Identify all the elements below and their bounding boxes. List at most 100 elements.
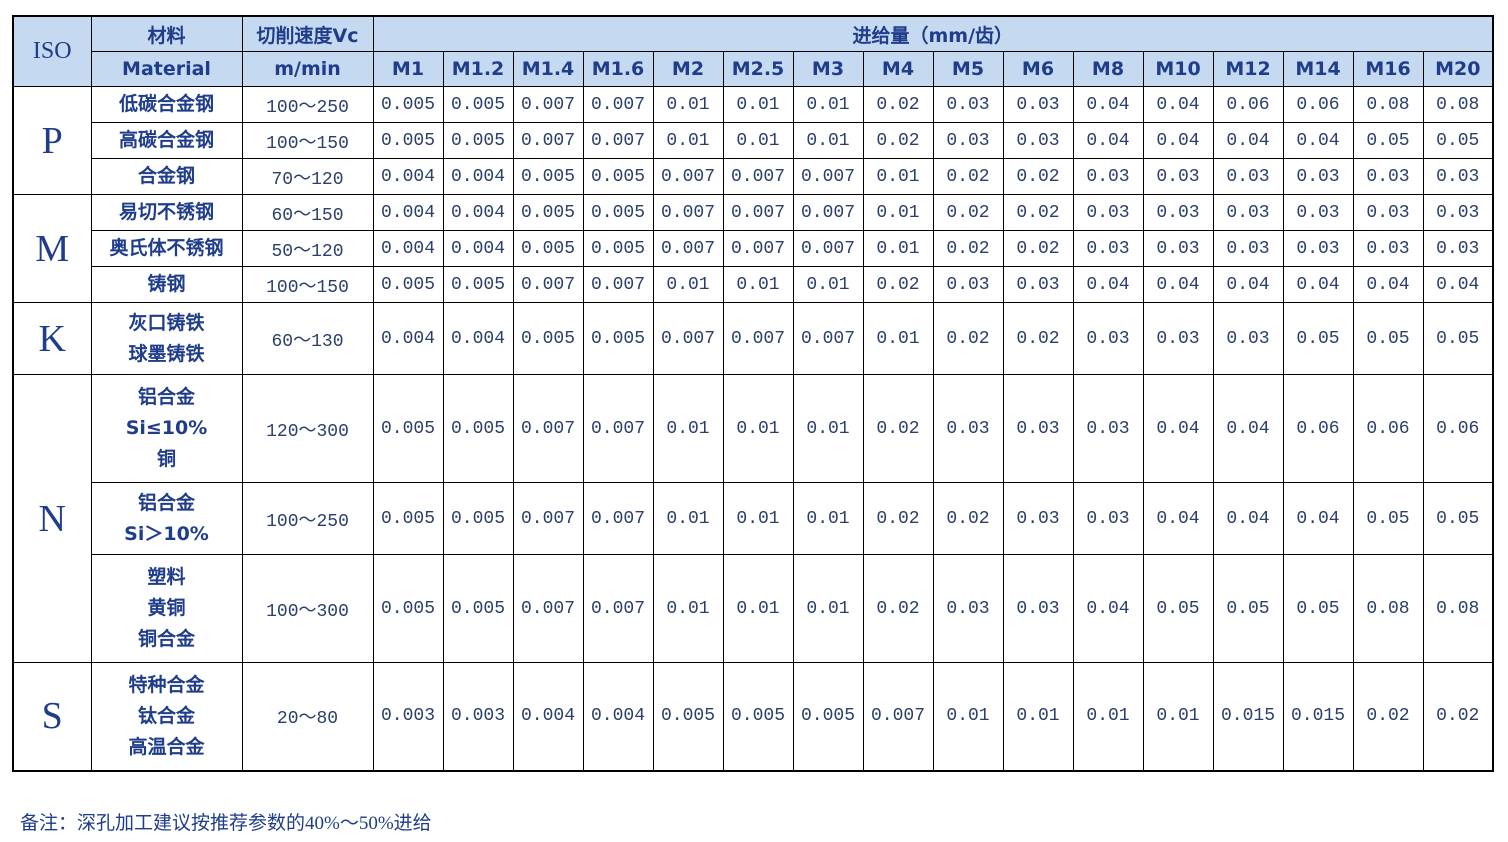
- header-row: ISO 材料 切削速度Vc 进给量（mm/齿）: [12, 15, 1494, 87]
- feed-cell: 0.01: [792, 482, 864, 555]
- feed-cell: 0.03: [1002, 554, 1074, 663]
- feed-cell: 0.007: [722, 158, 794, 195]
- feed-cell: 0.007: [792, 302, 864, 375]
- material-line: 铝合金: [137, 491, 195, 514]
- material-line: 铝合金: [137, 386, 195, 408]
- feed-cell: 0.004: [442, 158, 514, 195]
- feed-cell: 0.04: [1142, 266, 1214, 303]
- feed-cell: 0.02: [862, 482, 934, 555]
- header-cell: Material: [90, 51, 243, 87]
- feed-cell: 0.05: [1352, 482, 1424, 555]
- feed-cell: 0.04: [1072, 86, 1144, 123]
- speed-cell: 60～130: [241, 302, 374, 375]
- feed-cell: 0.02: [1422, 662, 1494, 771]
- header-cell: ISO: [12, 15, 92, 87]
- feed-cell: 0.005: [512, 158, 584, 195]
- header-cell: M10: [1142, 51, 1214, 87]
- feed-cell: 0.007: [652, 302, 724, 375]
- feed-cell: 0.007: [512, 266, 584, 303]
- feed-cell: 0.03: [1282, 230, 1354, 267]
- feed-cell: 0.03: [1002, 122, 1074, 159]
- feed-cell: 0.05: [1422, 482, 1494, 555]
- feed-cell: 0.03: [1212, 230, 1284, 267]
- feed-cell: 0.08: [1352, 554, 1424, 663]
- feed-cell: 0.02: [932, 302, 1004, 375]
- header-cell: M16: [1352, 51, 1424, 87]
- feed-cell: 0.004: [442, 230, 514, 267]
- feed-cell: 0.007: [722, 302, 794, 375]
- header-cell: M5: [932, 51, 1004, 87]
- feed-cell: 0.04: [1072, 266, 1144, 303]
- material-line: Si≤10%: [125, 417, 208, 439]
- header-cell: M8: [1072, 51, 1144, 87]
- feed-cell: 0.03: [1072, 302, 1144, 375]
- material-cell: 铸钢: [90, 266, 243, 303]
- speed-cell: 100～150: [241, 266, 374, 303]
- header-cell: M1.4: [512, 51, 584, 87]
- material-line: 灰口铸铁: [128, 311, 205, 334]
- feed-cell: 0.04: [1282, 122, 1354, 159]
- feed-cell: 0.06: [1212, 86, 1284, 123]
- material-line: 高碳合金钢: [118, 129, 214, 151]
- feed-cell: 0.02: [932, 482, 1004, 555]
- feed-cell: 0.007: [862, 662, 934, 771]
- feed-cell: 0.03: [1142, 230, 1214, 267]
- feed-cell: 0.03: [1422, 158, 1494, 195]
- material-cell: 铝合金 Si＞10%: [90, 482, 243, 555]
- feed-cell: 0.01: [1072, 662, 1144, 771]
- feed-cell: 0.04: [1282, 266, 1354, 303]
- feed-cell: 0.01: [652, 122, 724, 159]
- material-line: 合金钢: [137, 165, 195, 187]
- feed-cell: 0.005: [582, 230, 654, 267]
- material-line: 球墨铸铁: [128, 342, 205, 365]
- feed-cell: 0.01: [792, 266, 864, 303]
- feed-cell: 0.005: [372, 554, 444, 663]
- feed-cell: 0.03: [1142, 194, 1214, 231]
- feed-cell: 0.01: [652, 482, 724, 555]
- feed-cell: 0.03: [1422, 230, 1494, 267]
- feed-cell: 0.03: [1212, 302, 1284, 375]
- header-cell: M4: [862, 51, 934, 87]
- header-cell: M2.5: [722, 51, 794, 87]
- feed-cell: 0.005: [512, 302, 584, 375]
- feed-cell: 0.01: [722, 554, 794, 663]
- feed-cell: 0.01: [862, 302, 934, 375]
- feed-cell: 0.04: [1142, 122, 1214, 159]
- feed-cell: 0.005: [442, 266, 514, 303]
- feed-cell: 0.007: [582, 266, 654, 303]
- feed-cell: 0.007: [722, 230, 794, 267]
- feed-cell: 0.04: [1142, 86, 1214, 123]
- speed-cell: 120～300: [241, 374, 374, 483]
- feed-cell: 0.005: [372, 266, 444, 303]
- feed-cell: 0.01: [792, 374, 864, 483]
- material-cell: 奥氏体不锈钢: [90, 230, 243, 267]
- feed-cell: 0.005: [442, 374, 514, 483]
- feed-cell: 0.02: [862, 554, 934, 663]
- feed-cell: 0.03: [1072, 230, 1144, 267]
- material-line: 特种合金: [128, 673, 205, 696]
- data-row: 铝合金 Si＞10% 100～250 0.005 0.005 0.007 0.007 0.01…: [13, 482, 1494, 555]
- feed-cell: 0.007: [512, 86, 584, 123]
- feed-cell: 0.02: [862, 266, 934, 303]
- feed-cell: 0.005: [372, 86, 444, 123]
- feed-cell: 0.03: [1072, 374, 1144, 483]
- feed-cell: 0.01: [792, 86, 864, 123]
- data-row: K 灰口铸铁 球墨铸铁 60～130 0.004 0.004 0.005 0.005 0.007…: [12, 302, 1494, 375]
- speed-cell: 100～300: [241, 554, 374, 663]
- header-cell: M1.6: [582, 51, 654, 87]
- data-row: 合金钢 70～120 0.004 0.004 0.005 0.005 0.007 0.007 0…: [13, 158, 1494, 195]
- header-cell: M1: [372, 51, 444, 87]
- feed-cell: 0.04: [1212, 266, 1284, 303]
- feed-cell: 0.03: [932, 554, 1004, 663]
- feed-cell: 0.007: [792, 194, 864, 231]
- iso-cell: K: [12, 302, 92, 375]
- speed-cell: 100～250: [241, 482, 374, 555]
- feed-cell: 0.01: [652, 374, 724, 483]
- feed-cell: 0.003: [442, 662, 514, 771]
- speed-cell: 100～150: [241, 122, 374, 159]
- feed-cell: 0.04: [1282, 482, 1354, 555]
- feed-cell: 0.01: [862, 230, 934, 267]
- feed-cell: 0.01: [792, 554, 864, 663]
- feed-cell: 0.005: [372, 374, 444, 483]
- feed-cell: 0.05: [1352, 302, 1424, 375]
